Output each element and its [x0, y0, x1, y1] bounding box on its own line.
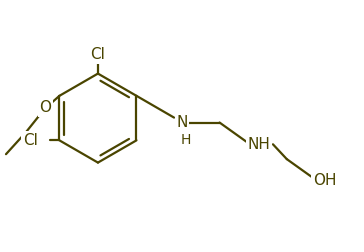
Text: Cl: Cl — [23, 133, 37, 148]
Text: NH: NH — [248, 137, 270, 152]
Text: O: O — [40, 100, 52, 115]
Text: Cl: Cl — [91, 47, 105, 62]
Text: N: N — [176, 115, 188, 130]
Text: H: H — [181, 133, 191, 147]
Text: OH: OH — [313, 173, 336, 188]
